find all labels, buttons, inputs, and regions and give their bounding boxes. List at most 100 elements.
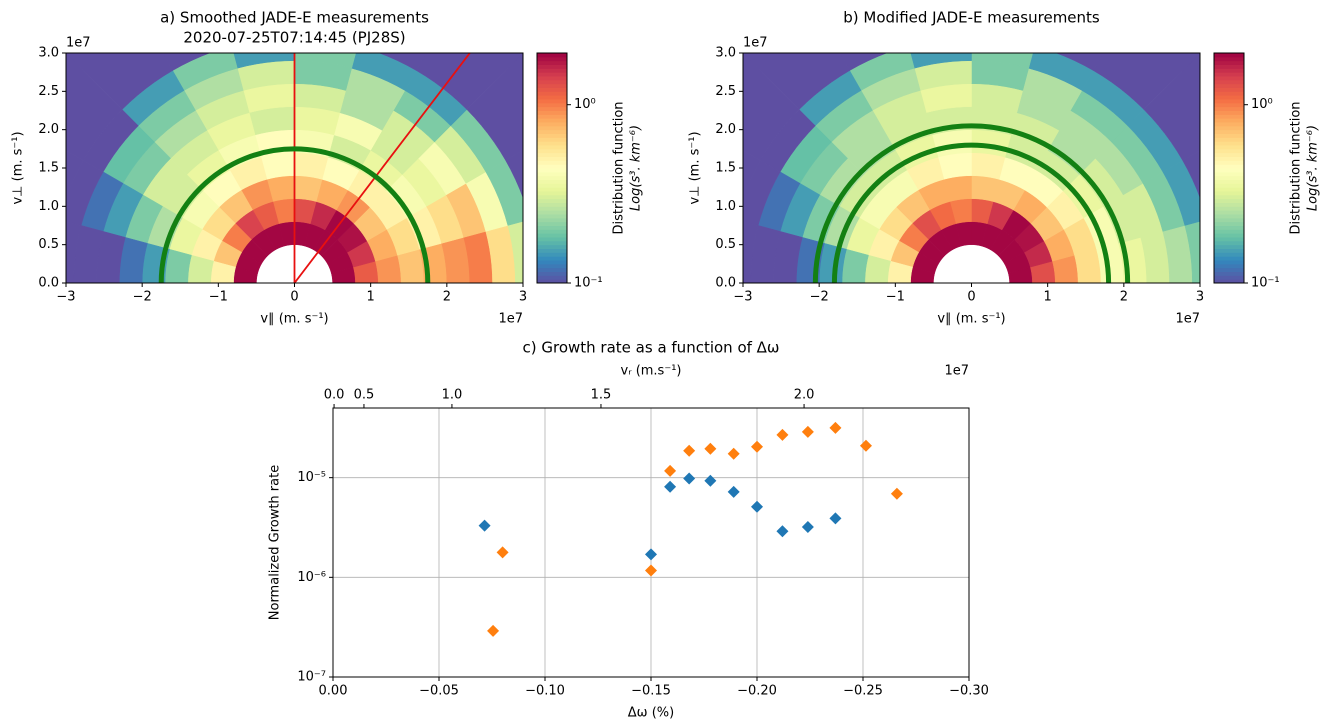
heatmap — [743, 53, 1200, 283]
colorbar-swatch — [1214, 171, 1244, 177]
colorbar-swatch — [1214, 194, 1244, 200]
colorbar-swatch — [1214, 137, 1244, 142]
colorbar-swatch — [537, 221, 567, 226]
heatmap-cell — [416, 53, 523, 110]
colorbar-swatch — [537, 91, 567, 96]
y-tick-label: 3.0 — [38, 46, 59, 61]
colorbar-swatch — [1214, 202, 1244, 207]
colorbar-swatch — [537, 175, 567, 180]
x-tick-label: −0.20 — [737, 684, 777, 699]
heatmap-cell — [743, 53, 850, 110]
colorbar-swatch — [537, 87, 567, 92]
y-tick-label: 10⁻⁶ — [297, 570, 326, 585]
colorbar-swatch — [537, 79, 567, 85]
colorbar-swatch — [537, 95, 567, 100]
x-offset: 1e7 — [1175, 312, 1200, 327]
heatmap-cell — [233, 53, 295, 69]
colorbar-swatch — [1214, 248, 1244, 253]
y-tick-label: 1.5 — [715, 161, 736, 176]
colorbar-swatch — [1214, 56, 1244, 62]
y-tick-label: 1.0 — [38, 199, 59, 214]
colorbar-tick-label: 10⁰ — [1251, 97, 1273, 112]
colorbar-swatch — [1214, 260, 1244, 265]
colorbar-swatch — [537, 194, 567, 200]
scatter-point — [478, 519, 491, 532]
colorbar-swatch — [1214, 110, 1244, 115]
x-tick-label: 2 — [1120, 290, 1128, 305]
x2-tick-label: 1.0 — [442, 388, 463, 403]
heatmap-cell — [1055, 53, 1104, 71]
x2-tick-label: 1.5 — [591, 388, 612, 403]
colorbar-swatch — [1214, 87, 1244, 92]
colorbar-swatch — [537, 252, 567, 257]
chart-title: b) Modified JADE-E measurements — [843, 9, 1100, 27]
colorbar-swatch — [1214, 210, 1244, 215]
resonance-circle — [812, 123, 1131, 283]
colorbar-swatch — [537, 263, 567, 269]
colorbar-swatch — [1214, 72, 1244, 77]
colorbar-tick-label: 10⁰ — [574, 97, 596, 112]
colorbar-swatch — [1214, 91, 1244, 96]
colorbar-swatch — [537, 145, 567, 150]
colorbar-swatch — [537, 114, 567, 119]
scatter-point — [801, 425, 814, 438]
colorbar-swatch — [537, 198, 567, 203]
heatmap-cell — [66, 53, 123, 161]
colorbar-swatch — [1214, 83, 1244, 88]
colorbar-swatch — [537, 179, 567, 184]
scatter-point — [859, 439, 872, 452]
heatmap-cell — [743, 149, 761, 199]
colorbar-swatch — [537, 202, 567, 207]
scatter-point — [664, 464, 677, 477]
colorbar-swatch — [1214, 125, 1244, 131]
x-offset: 1e7 — [498, 312, 523, 327]
colorbar-swatch — [1214, 141, 1244, 146]
y-tick-label: 1.0 — [715, 199, 736, 214]
colorbar-label: Distribution function — [1289, 101, 1304, 234]
y-tick-label: 0.0 — [715, 276, 736, 291]
scatter-point — [890, 487, 903, 500]
x2-offset: 1e7 — [944, 364, 969, 379]
colorbar-swatch — [1214, 237, 1244, 242]
heatmap-cell — [505, 149, 523, 199]
colorbar-swatch — [1214, 214, 1244, 219]
y-tick-label: 2.5 — [38, 84, 59, 99]
x2-tick-label: 2.0 — [794, 388, 815, 403]
y-tick-label: 0.5 — [38, 237, 59, 252]
scatter-point — [751, 440, 763, 453]
colorbar-swatch — [537, 244, 567, 249]
colorbar-swatch — [537, 156, 567, 161]
colorbar-swatch — [537, 122, 567, 127]
axes-frame — [332, 407, 970, 678]
heatmap-cell — [743, 53, 800, 161]
heatmap-cell — [1184, 221, 1200, 283]
colorbar-swatch — [537, 64, 567, 69]
chart-title: c) Growth rate as a function of Δω — [523, 339, 780, 357]
y-tick-label: 3.0 — [715, 46, 736, 61]
colorbar-swatch — [1214, 106, 1244, 111]
y-tick-label: 0.0 — [38, 276, 59, 291]
colorbar-swatch — [1214, 187, 1244, 192]
scatter-point — [496, 546, 509, 559]
colorbar-swatch — [1214, 53, 1244, 58]
x-tick-label: −2 — [810, 290, 829, 305]
colorbar-swatch — [1214, 229, 1244, 234]
colorbar-swatch — [1214, 160, 1244, 165]
y-tick-label: 10⁻⁵ — [297, 470, 326, 485]
x-tick-label: −0.15 — [631, 684, 671, 699]
colorbar-swatch — [537, 83, 567, 88]
colorbar-swatch — [1214, 156, 1244, 161]
y-axis-label: v⊥ (m. s⁻¹) — [688, 131, 703, 204]
chart-subtitle: 2020-07-25T07:14:45 (PJ28S) — [183, 29, 405, 47]
x-tick-label: −1 — [209, 290, 228, 305]
colorbar-swatch — [537, 118, 567, 123]
colorbar-swatch — [537, 148, 567, 154]
y-offset: 1e7 — [743, 36, 768, 51]
scatter-point — [801, 520, 814, 533]
y-tick-label: 2.5 — [715, 84, 736, 99]
scatter-point — [776, 428, 789, 441]
colorbar-swatch — [537, 102, 567, 108]
colorbar-swatch — [1214, 133, 1244, 138]
scatter-point — [727, 485, 740, 498]
colorbar-swatch — [537, 240, 567, 246]
